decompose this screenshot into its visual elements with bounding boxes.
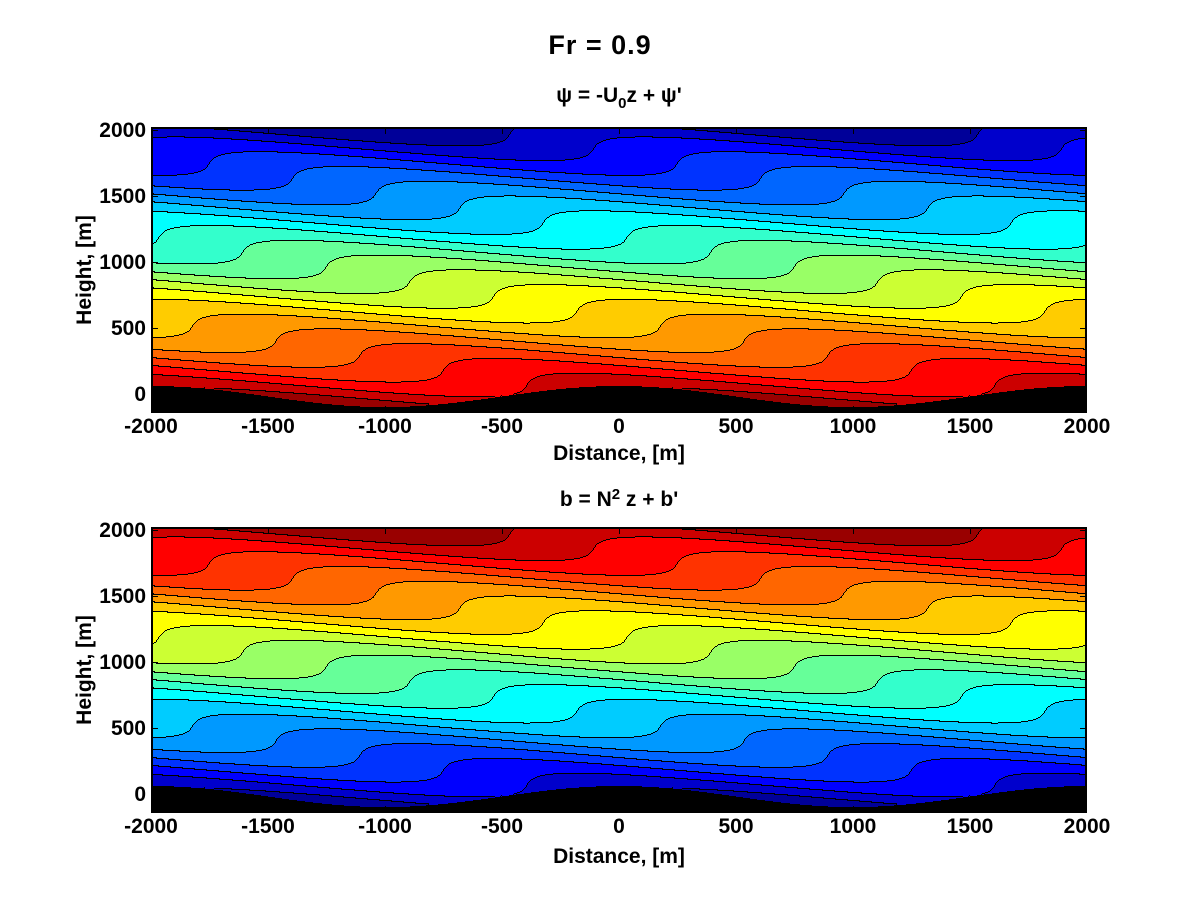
b-title-post: z + b' [620, 488, 679, 511]
figure-title: Fr = 0.9 [548, 30, 652, 60]
psi-title-post: z + ψ' [626, 84, 682, 107]
x-tick-label: 0 [613, 815, 625, 838]
x-tick-label: 2000 [1063, 415, 1111, 438]
x-tick-label: -1000 [358, 815, 412, 838]
psi-contour-plot [151, 127, 1087, 413]
b-title-superscript: 2 [611, 486, 621, 503]
psi-title-subscript: 0 [618, 95, 627, 112]
psi-title-pre: ψ = -U [556, 84, 619, 107]
b-plot-title: b = N2 z + b' [151, 486, 1087, 512]
x-tick-label: -2000 [124, 415, 178, 438]
x-tick-label: -500 [480, 815, 524, 838]
x-tick-label: 500 [718, 815, 754, 838]
x-tick-label: -500 [480, 415, 524, 438]
x-tick-label: -1500 [241, 815, 295, 838]
x-tick-label: 500 [718, 415, 754, 438]
y-tick-label: 2000 [99, 519, 146, 543]
x-tick-label: -1000 [358, 415, 412, 438]
y-tick-label: 1000 [99, 651, 146, 675]
y-tick-label: 0 [134, 382, 146, 406]
y-tick-label: 0 [134, 782, 146, 806]
y-tick-label: 500 [110, 316, 146, 340]
x-tick-label: -2000 [124, 815, 178, 838]
psi-xlabel: Distance, [m] [553, 442, 685, 465]
b-contour-plot [151, 527, 1087, 813]
x-tick-label: 0 [613, 415, 625, 438]
y-tick-label: 500 [110, 716, 146, 740]
y-tick-label: 1500 [99, 185, 146, 209]
b-xlabel: Distance, [m] [553, 845, 685, 868]
psi-plot-title: ψ = -U0z + ψ' [151, 84, 1087, 112]
x-tick-label: 2000 [1063, 815, 1111, 838]
x-tick-label: -1500 [241, 415, 295, 438]
x-tick-label: 1500 [946, 815, 994, 838]
y-tick-label: 1000 [99, 251, 146, 275]
x-tick-label: 1000 [829, 815, 877, 838]
y-tick-label: 2000 [99, 119, 146, 143]
b-title-pre: b = N [559, 488, 612, 511]
x-tick-label: 1000 [829, 415, 877, 438]
y-tick-label: 1500 [99, 585, 146, 609]
x-tick-label: 1500 [946, 415, 994, 438]
